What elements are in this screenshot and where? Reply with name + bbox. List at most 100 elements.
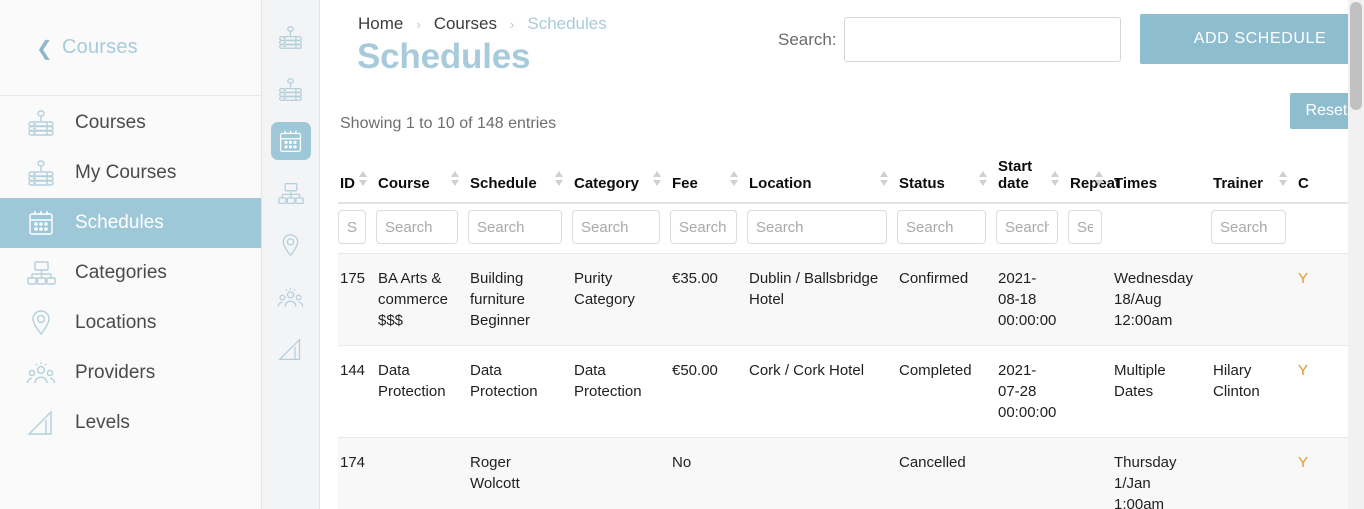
filter-input-status[interactable] — [897, 210, 986, 244]
entries-info: Showing 1 to 10 of 148 entries — [340, 115, 557, 132]
cell-fee: €50.00 — [670, 345, 747, 438]
cell-times: Wednesday 18/Aug 12:00am — [1112, 253, 1211, 346]
page-title: Schedules — [357, 37, 531, 76]
table-filter-row — [338, 203, 1364, 254]
filter-input-trainer[interactable] — [1211, 210, 1286, 244]
sidebar-header[interactable]: ❮ Courses — [0, 0, 261, 96]
cell-id: 175 — [338, 253, 376, 346]
sidebar-menu: Courses My Courses Schedules Categories — [0, 96, 261, 448]
filter-input-fee[interactable] — [670, 210, 737, 244]
sort-icon[interactable] — [1279, 171, 1288, 191]
breadcrumb-home[interactable]: Home — [358, 14, 404, 33]
filter-input-location[interactable] — [747, 210, 887, 244]
table-header-row: ID Course Schedule Category Fee Location… — [338, 145, 1364, 204]
cell-location: Dublin / Ballsbridge Hotel — [747, 253, 897, 346]
cell-status: Cancelled — [897, 437, 996, 509]
column-header-start-date[interactable]: Start date — [996, 145, 1068, 204]
column-header-location[interactable]: Location — [747, 145, 897, 204]
filter-input-category[interactable] — [572, 210, 660, 244]
column-header-fee[interactable]: Fee — [670, 145, 747, 204]
column-header-times[interactable]: Times — [1112, 145, 1211, 204]
sort-icon[interactable] — [1051, 171, 1060, 191]
sidebar-item-locations[interactable]: Locations — [0, 298, 261, 348]
column-header-repeat[interactable]: Repeat — [1068, 145, 1120, 204]
calendar-icon — [279, 130, 302, 152]
cell-course: Data Protection — [376, 345, 468, 438]
search-input[interactable] — [843, 17, 1121, 62]
sidebar-item-providers[interactable]: Providers — [0, 348, 261, 398]
column-header-schedule[interactable]: Schedule — [468, 145, 572, 204]
cell-fee: €35.00 — [670, 253, 747, 346]
icon-rail — [262, 0, 320, 509]
table-row[interactable]: 174 Roger Wolcott No Cancelled Thursday … — [338, 437, 1364, 509]
cell-trainer — [1211, 437, 1296, 509]
rail-item-schedules[interactable] — [270, 122, 311, 160]
cell-repeat — [1068, 437, 1112, 509]
sidebar-item-categories[interactable]: Categories — [0, 248, 261, 298]
cell-repeat — [1068, 253, 1112, 346]
rail-item-locations[interactable] — [271, 226, 311, 264]
sort-icon[interactable] — [653, 171, 662, 191]
column-header-id[interactable]: ID — [338, 145, 376, 204]
vertical-scrollbar[interactable] — [1348, 0, 1364, 509]
map-pin-icon — [25, 308, 57, 338]
rail-item-levels[interactable] — [271, 330, 311, 368]
sidebar-item-levels[interactable]: Levels — [0, 398, 261, 448]
sidebar-item-label: Locations — [75, 312, 157, 333]
sort-icon[interactable] — [880, 171, 889, 191]
sidebar-item-label: Categories — [75, 262, 167, 283]
filter-cell-category — [572, 203, 670, 254]
rail-item-categories[interactable] — [271, 174, 311, 212]
filter-cell-repeat — [1068, 203, 1112, 254]
cell-status: Confirmed — [897, 253, 996, 346]
breadcrumb-courses[interactable]: Courses — [433, 14, 498, 33]
people-group-icon — [25, 358, 57, 388]
filter-input-repeat[interactable] — [1068, 210, 1102, 244]
rail-item-my-courses[interactable] — [271, 70, 311, 108]
sidebar-item-my-courses[interactable]: My Courses — [0, 148, 261, 198]
cell-schedule: Roger Wolcott — [468, 437, 572, 509]
cell-course: BA Arts & commerce $$$ — [376, 253, 468, 346]
filter-input-schedule[interactable] — [468, 210, 562, 244]
column-header-trainer[interactable]: Trainer — [1211, 145, 1296, 204]
sort-icon[interactable] — [730, 171, 739, 191]
sort-icon[interactable] — [1095, 171, 1104, 191]
sort-icon[interactable] — [359, 171, 368, 191]
sidebar-item-schedules[interactable]: Schedules — [0, 198, 261, 248]
table-row[interactable]: 144 Data Protection Data Protection Data… — [338, 345, 1364, 438]
table-body: 175 BA Arts & commerce $$$ Building furn… — [338, 253, 1364, 509]
books-plant-icon — [25, 158, 57, 188]
levels-icon — [278, 337, 301, 360]
rail-item-courses[interactable] — [271, 18, 311, 56]
main-content: Home › Courses › Schedules Schedules Sea… — [320, 0, 1364, 509]
filter-input-start-date[interactable] — [996, 210, 1058, 244]
filter-cell-fee — [670, 203, 747, 254]
rail-item-providers[interactable] — [271, 278, 311, 316]
chevron-left-icon[interactable]: ❮ — [36, 35, 53, 60]
books-plant-icon — [279, 25, 302, 49]
column-header-status[interactable]: Status — [897, 145, 996, 204]
map-pin-icon — [282, 233, 299, 256]
breadcrumb: Home › Courses › Schedules — [358, 14, 607, 34]
page-header: Home › Courses › Schedules Schedules Sea… — [338, 0, 1364, 129]
cell-schedule: Data Protection — [468, 345, 572, 438]
sort-icon[interactable] — [451, 171, 460, 191]
filter-input-course[interactable] — [376, 210, 458, 244]
cell-trainer — [1211, 253, 1296, 346]
column-header-course[interactable]: Course — [376, 145, 468, 204]
global-search: Search: — [778, 17, 1121, 62]
sort-icon[interactable] — [979, 171, 988, 191]
scrollbar-thumb[interactable] — [1350, 2, 1362, 110]
column-header-category[interactable]: Category — [572, 145, 670, 204]
filter-input-id[interactable] — [338, 210, 366, 244]
filter-cell-trainer — [1211, 203, 1296, 254]
cell-category: Data Protection — [572, 345, 670, 438]
filter-cell-status — [897, 203, 996, 254]
sidebar-item-courses[interactable]: Courses — [0, 98, 261, 148]
table-row[interactable]: 175 BA Arts & commerce $$$ Building furn… — [338, 253, 1364, 346]
cell-start-date: 2021-08-18 00:00:00 — [996, 253, 1068, 346]
sort-icon[interactable] — [555, 171, 564, 191]
add-schedule-button[interactable]: ADD SCHEDULE — [1140, 14, 1364, 64]
chevron-right-icon: › — [416, 16, 421, 32]
sidebar-item-label: Courses — [75, 112, 146, 133]
